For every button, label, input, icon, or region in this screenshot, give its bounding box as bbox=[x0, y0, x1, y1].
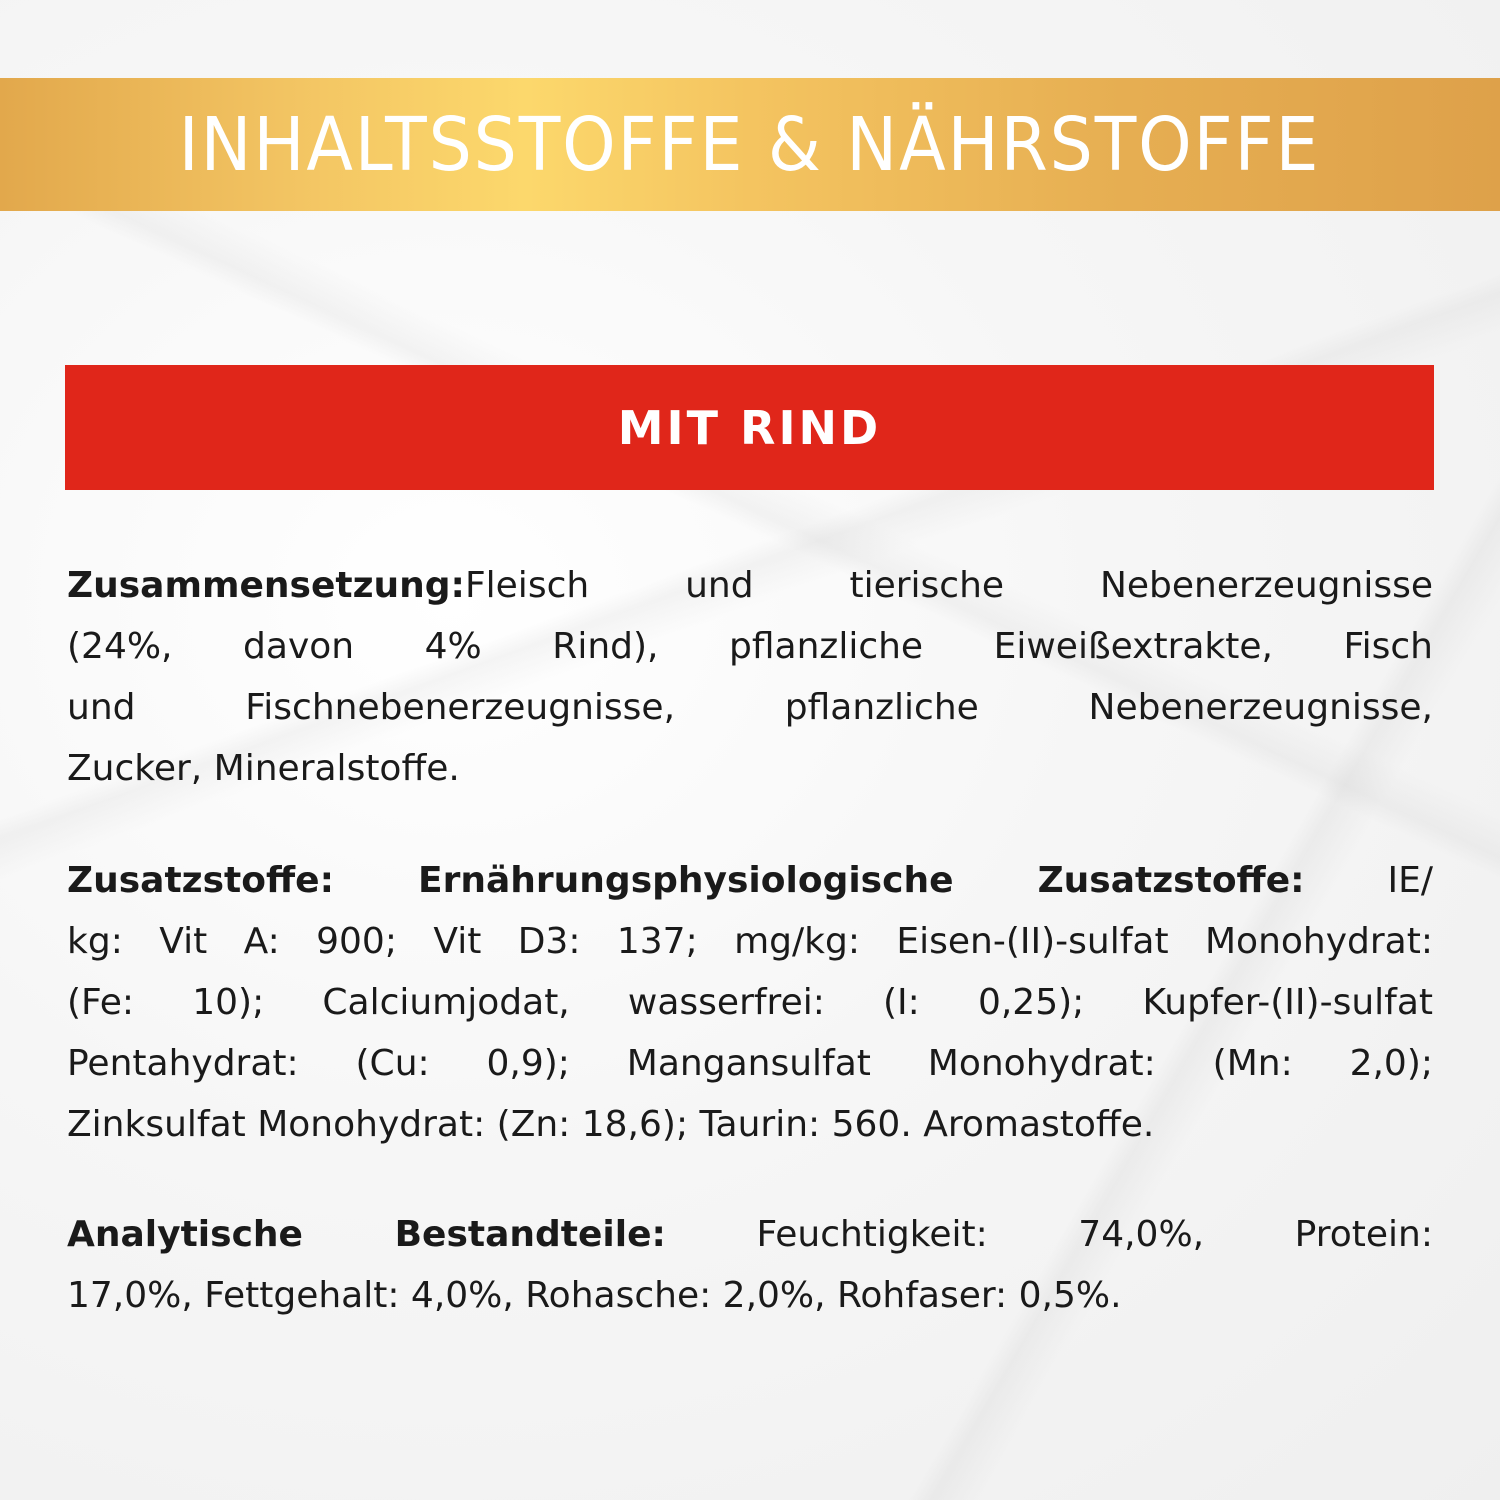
text-line: kg: Vit A: 900; Vit D3: 137; mg/kg: Eise… bbox=[67, 921, 1433, 962]
text-line: (Fe: 10); Calciumjodat, wasserfrei: (I: … bbox=[67, 982, 1433, 1023]
page-title: INHALTSSTOFFE & NÄHRSTOFFE bbox=[179, 101, 1321, 188]
text-line: IE/ bbox=[1304, 860, 1434, 901]
variant-banner: MIT RIND bbox=[65, 365, 1434, 490]
composition-section: Zusammensetzung:Fleisch und tierische Ne… bbox=[67, 555, 1433, 799]
text-line: und Fischnebenerzeugnisse, pflanzliche N… bbox=[67, 687, 1433, 728]
analytical-label: Analytische Bestandteile: bbox=[67, 1214, 666, 1255]
text-line: Fleisch und tierische Nebenerzeugnisse bbox=[464, 565, 1433, 606]
text-line: Zucker, Mineralstoffe. bbox=[67, 748, 460, 789]
additives-label: Zusatzstoffe: Ernährungsphysiologische Z… bbox=[67, 860, 1305, 901]
text-line: Zinksulfat Monohydrat: (Zn: 18,6); Tauri… bbox=[67, 1104, 1155, 1145]
text-line: Feuchtigkeit: 74,0%, Protein: bbox=[665, 1214, 1433, 1255]
composition-label: Zusammensetzung: bbox=[67, 565, 465, 606]
text-line: Pentahydrat: (Cu: 0,9); Mangansulfat Mon… bbox=[67, 1043, 1433, 1084]
analytical-section: Analytische Bestandteile: Feuchtigkeit: … bbox=[67, 1204, 1433, 1326]
variant-label: MIT RIND bbox=[617, 400, 882, 455]
text-line: 17,0%, Fettgehalt: 4,0%, Rohasche: 2,0%,… bbox=[67, 1275, 1122, 1316]
title-banner: INHALTSSTOFFE & NÄHRSTOFFE bbox=[0, 78, 1500, 211]
text-line: (24%, davon 4% Rind), pflanzliche Eiweiß… bbox=[67, 626, 1433, 667]
additives-section: Zusatzstoffe: Ernährungsphysiologische Z… bbox=[67, 850, 1433, 1155]
